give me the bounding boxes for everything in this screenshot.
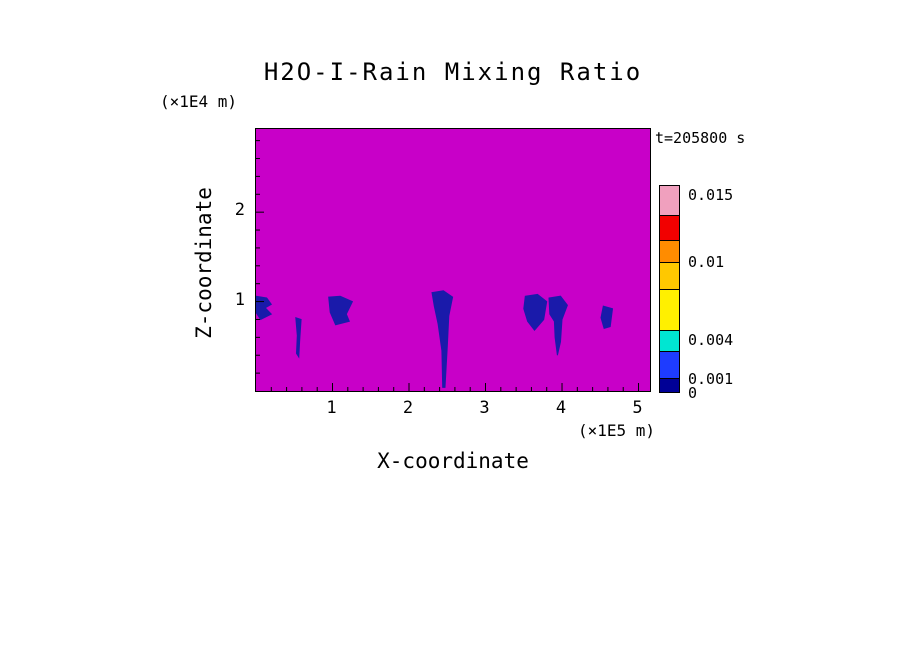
time-annotation: t=205800 s: [655, 129, 746, 147]
colorbar-tick-label: 0.015: [688, 186, 734, 205]
plot-area: [255, 128, 651, 392]
colorbar-segment: [660, 288, 679, 331]
y-tick-label: 1: [234, 289, 245, 310]
colorbar-tick-label: 0: [688, 384, 698, 402]
x-axis-units-label: (×1E5 m): [577, 421, 655, 440]
colorbar-segment: [660, 330, 679, 351]
rain-plume-left-edge: [256, 295, 273, 321]
colorbar-segment: [660, 214, 679, 240]
chart-title: H2O-I-Rain Mixing Ratio: [263, 58, 643, 86]
y-axis-title: Z-coordinate: [192, 187, 216, 339]
y-axis-units-label: (×1E4 m): [160, 92, 238, 111]
rain-plume-x3p65: [523, 293, 548, 331]
x-tick-label: 5: [632, 398, 643, 418]
colorbar-tick-label: 0.01: [688, 252, 725, 271]
rain-streak-x0p55: [295, 316, 302, 359]
colorbar-segment: [660, 262, 679, 289]
y-tick-label: 2: [234, 200, 245, 221]
colorbar-tick-label: 0.001: [688, 370, 734, 389]
colorbar-segment: [660, 350, 679, 378]
x-tick-label: 3: [479, 398, 490, 418]
colorbar-segment: [660, 239, 679, 263]
x-axis-title: X-coordinate: [377, 449, 529, 473]
field-canvas: [256, 140, 640, 391]
x-tick-label: 1: [326, 398, 337, 418]
x-tick-label: 4: [555, 398, 567, 418]
rain-plume-x4p6: [600, 305, 614, 330]
rain-plume-x3p95: [548, 295, 568, 356]
rain-plume-x1p1: [328, 295, 354, 326]
colorbar-segment: [660, 377, 679, 392]
colorbar-tick-label: 0.004: [688, 330, 734, 349]
x-tick-label: 2: [402, 398, 414, 418]
colorbar-segment: [660, 186, 679, 215]
rain-plume-x2p45-deep: [431, 290, 454, 388]
colorbar: [659, 185, 680, 393]
